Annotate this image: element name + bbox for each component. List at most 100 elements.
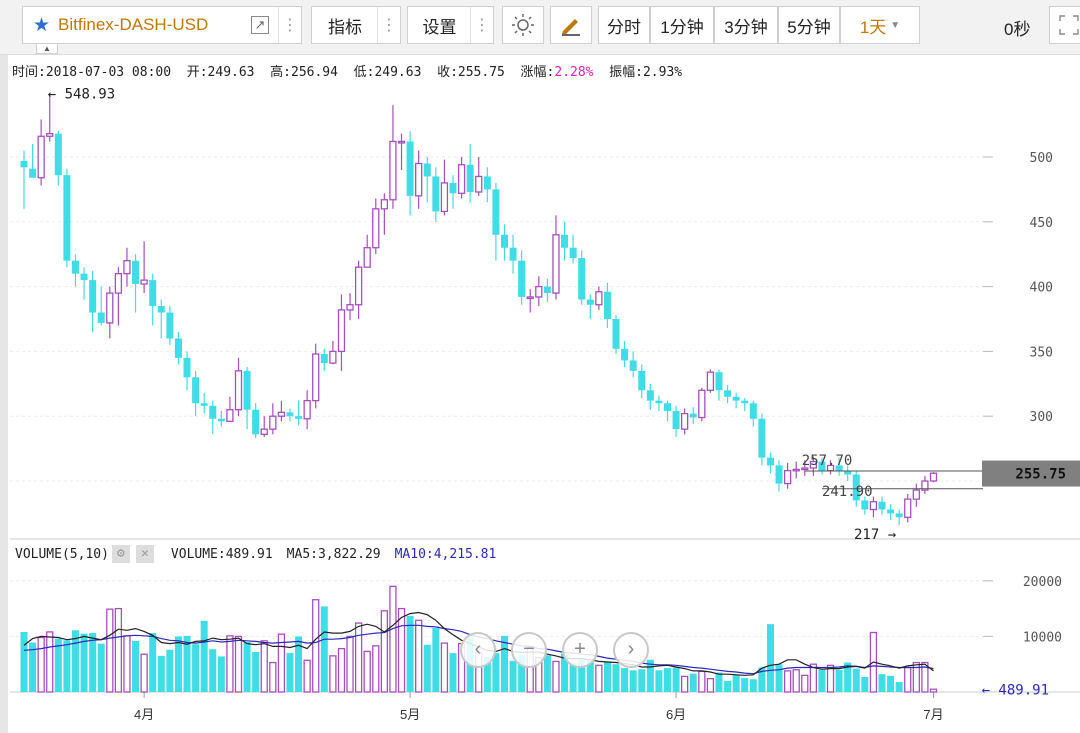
volume-bar xyxy=(337,647,346,693)
zoom-out-button[interactable]: − xyxy=(511,632,547,668)
period-tab-1[interactable]: 1分钟 xyxy=(650,6,714,44)
candle-body xyxy=(329,350,337,364)
candle-body xyxy=(20,160,28,168)
settings-button[interactable]: 设置 ⋮ xyxy=(407,6,494,44)
volume-bar xyxy=(440,642,449,693)
candle-body xyxy=(518,260,526,297)
volume-bar xyxy=(621,668,629,692)
volume-bar xyxy=(681,675,689,693)
low-value: 249.63 xyxy=(374,65,422,80)
candle-body xyxy=(269,415,277,430)
candle-body xyxy=(921,480,929,491)
fullscreen-icon xyxy=(1059,15,1079,35)
candle-body xyxy=(149,280,157,307)
candle-body xyxy=(183,357,191,378)
candle-body xyxy=(741,400,749,404)
candle-body xyxy=(397,140,406,144)
symbol-selector[interactable]: ★ Bitfinex-DASH-USD ↗ ⋮ xyxy=(22,6,302,44)
toolbar: ★ Bitfinex-DASH-USD ↗ ⋮ ▲ 指标 ⋮ 设置 ⋮ 分时 1… xyxy=(0,0,1080,55)
fullscreen-button[interactable] xyxy=(1049,6,1080,44)
x-tick-label: 6月 xyxy=(666,707,686,722)
candle-body xyxy=(320,353,328,364)
collapse-caret-icon[interactable]: ▲ xyxy=(36,44,58,54)
volume-bar xyxy=(543,655,551,692)
volume-bar xyxy=(46,631,54,693)
open-value: 249.63 xyxy=(207,65,255,80)
volume-bar xyxy=(432,628,440,692)
indicators-button[interactable]: 指标 ⋮ xyxy=(311,6,401,44)
volume-bar xyxy=(895,681,903,692)
indicators-label: 指标 xyxy=(328,17,362,37)
gear-icon[interactable]: ⚙ xyxy=(111,545,130,563)
candle-body xyxy=(372,208,380,249)
time-label: 时间: xyxy=(12,65,46,80)
left-scroll-track[interactable] xyxy=(0,54,8,733)
zoom-in-button[interactable]: + xyxy=(562,632,598,668)
annotation-label-a: 257.70 xyxy=(802,453,853,469)
volume-bar xyxy=(226,635,234,693)
candle-body xyxy=(346,304,354,311)
settings-menu-icon[interactable]: ⋮ xyxy=(470,7,493,43)
candle-body xyxy=(500,234,508,248)
volume-bar xyxy=(569,663,577,692)
favorite-star-icon[interactable]: ★ xyxy=(33,14,51,36)
candle-body xyxy=(354,266,363,306)
volume-bar xyxy=(54,638,62,692)
candle-body xyxy=(406,141,414,196)
volume-bar xyxy=(783,670,792,693)
close-icon[interactable]: ✕ xyxy=(135,545,154,563)
change-label: 涨幅: xyxy=(520,65,555,80)
volume-bar xyxy=(552,660,560,693)
period-tab-3[interactable]: 5分钟 xyxy=(778,6,840,44)
volume-bar xyxy=(509,660,517,692)
candle-body xyxy=(54,133,62,176)
candle-body xyxy=(749,403,757,419)
volume-bar xyxy=(698,670,706,693)
nav-left-glyph: ‹ xyxy=(474,638,482,660)
symbol-name: Bitfinex-DASH-USD xyxy=(58,15,209,34)
volume-bar xyxy=(329,655,337,693)
period-dropdown[interactable]: 1天 ▼ xyxy=(840,6,920,44)
volume-bar xyxy=(320,606,328,692)
volume-bar xyxy=(372,645,380,693)
volume-bar xyxy=(603,661,611,692)
candle-body xyxy=(844,470,852,475)
volume-bar xyxy=(741,678,749,692)
candle-body xyxy=(217,418,225,422)
draw-tool-button[interactable] xyxy=(550,6,592,44)
volume-bar xyxy=(449,653,457,692)
volume-bar xyxy=(166,649,174,692)
volume-bar xyxy=(732,674,740,692)
scroll-right-button[interactable]: › xyxy=(613,632,649,668)
period-tab-2[interactable]: 3分钟 xyxy=(714,6,778,44)
open-external-icon[interactable]: ↗ xyxy=(251,16,269,34)
symbol-menu-icon[interactable]: ⋮ xyxy=(278,7,301,43)
candle-body xyxy=(380,199,389,210)
candle-body xyxy=(432,176,440,212)
scroll-left-button[interactable]: ‹ xyxy=(460,632,496,668)
open-label: 开: xyxy=(186,65,208,80)
candle-body xyxy=(629,360,637,371)
volume-bar xyxy=(826,664,835,693)
candle-body xyxy=(475,175,483,193)
period-tab-0[interactable]: 分时 xyxy=(598,6,650,44)
volume-bar xyxy=(97,643,105,692)
volume-bar xyxy=(844,662,852,692)
candle-body xyxy=(252,409,260,435)
candle-body xyxy=(466,164,474,192)
volume-bar xyxy=(629,670,637,692)
candle-body xyxy=(578,258,586,300)
candle-body xyxy=(758,418,766,458)
indicators-menu-icon[interactable]: ⋮ xyxy=(377,7,400,43)
candle-body xyxy=(114,272,123,294)
theme-toggle-button[interactable] xyxy=(502,6,544,44)
candle-body xyxy=(209,405,217,419)
candle-body xyxy=(312,353,320,402)
volume-bar xyxy=(801,674,809,693)
pencil-icon xyxy=(562,19,580,36)
candle-body xyxy=(672,411,680,430)
volume-indicator-label: VOLUME(5,10) xyxy=(15,546,109,562)
amplitude-label: 振幅: xyxy=(609,65,643,80)
settings-label: 设置 xyxy=(422,17,457,37)
